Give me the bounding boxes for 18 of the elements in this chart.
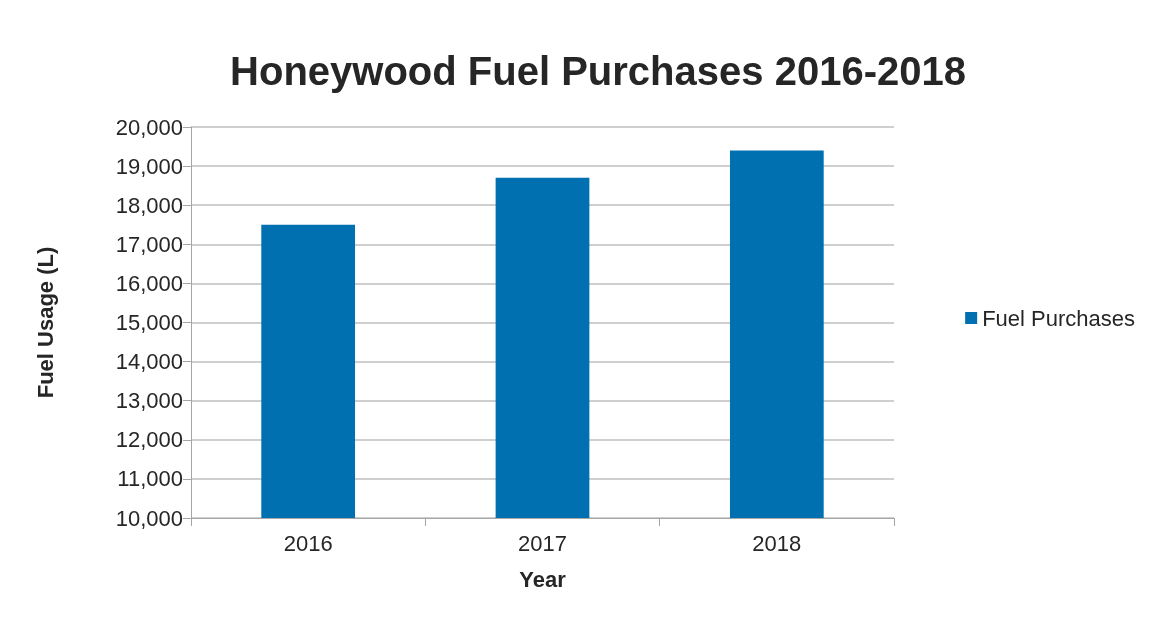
- y-tick-label: 12,000: [115, 427, 183, 453]
- y-tick-label: 11,000: [117, 466, 183, 492]
- legend-label: Fuel Purchases: [982, 305, 1136, 331]
- x-axis-title: Year: [519, 566, 567, 592]
- y-tick-label: 20,000: [115, 114, 183, 140]
- y-tick-label: 17,000: [115, 231, 183, 257]
- y-tick-label: 14,000: [115, 349, 183, 375]
- x-tick-label: 2017: [518, 530, 567, 556]
- y-axis-title: Fuel Usage (L): [32, 246, 58, 399]
- y-tick-label: 10,000: [115, 505, 183, 531]
- y-tick-label: 15,000: [115, 310, 183, 335]
- y-tick-label: 18,000: [115, 192, 183, 218]
- chart-title: Honeywood Fuel Purchases 2016-2018: [230, 49, 966, 93]
- x-tick-label: 2018: [752, 530, 802, 556]
- y-tick-label: 13,000: [115, 388, 183, 414]
- y-tick-label: 16,000: [115, 270, 183, 296]
- x-tick-label: 2016: [283, 530, 333, 556]
- y-tick-label: 19,000: [115, 153, 183, 179]
